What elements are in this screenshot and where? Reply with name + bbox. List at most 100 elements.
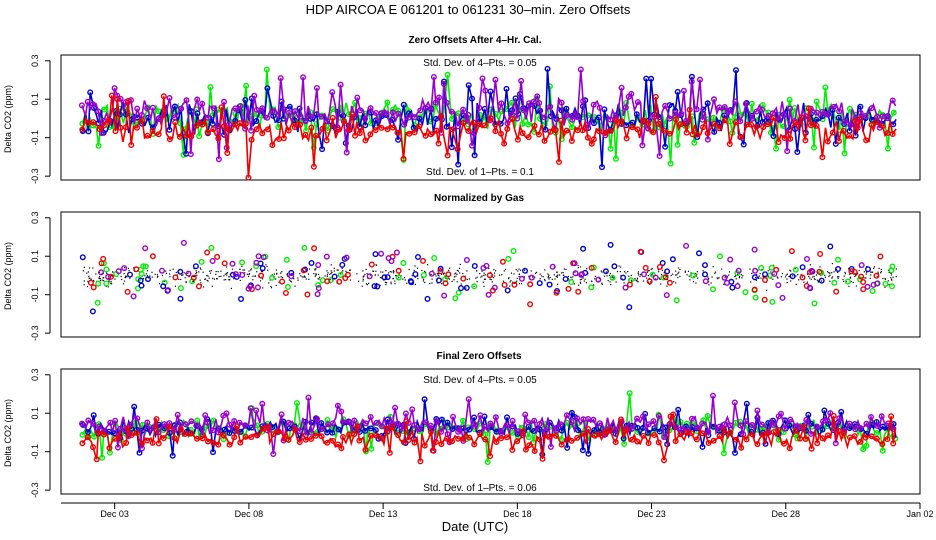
data-point: [611, 263, 618, 270]
data-point: [318, 273, 320, 275]
data-point: [190, 274, 197, 281]
data-point: [890, 277, 892, 279]
data-point: [245, 174, 252, 181]
data-point: [443, 435, 450, 442]
data-point: [591, 120, 598, 127]
data-point: [495, 270, 497, 272]
data-point: [807, 122, 814, 129]
data-point: [123, 439, 130, 446]
data-point: [185, 281, 187, 283]
data-point: [699, 443, 706, 450]
data-point: [209, 270, 211, 272]
data-point: [79, 126, 86, 133]
data-point: [776, 276, 778, 278]
x-tick-label: Dec 03: [100, 509, 129, 519]
data-point: [558, 99, 565, 106]
data-point: [315, 282, 322, 289]
data-point: [128, 141, 135, 148]
data-point: [590, 416, 597, 423]
data-point: [275, 428, 282, 435]
data-point: [696, 273, 698, 275]
data-point: [267, 269, 269, 271]
data-point: [849, 277, 851, 279]
data-point: [547, 433, 554, 440]
data-point: [101, 279, 103, 281]
data-point: [90, 412, 97, 419]
data-point: [114, 278, 116, 280]
data-point: [846, 132, 853, 139]
data-point: [704, 413, 711, 420]
data-point: [750, 281, 752, 283]
data-point: [577, 264, 579, 267]
data-point: [672, 273, 674, 275]
data-point: [155, 131, 162, 138]
data-point: [302, 436, 309, 443]
panel-1-title: Zero Offsets After 4–Hr. Cal.: [408, 35, 541, 46]
data-point: [781, 112, 788, 119]
data-point: [259, 280, 262, 282]
data-point: [231, 418, 238, 425]
data-point: [622, 284, 629, 291]
data-point: [821, 280, 823, 282]
data-point: [215, 441, 222, 448]
data-point: [651, 432, 658, 439]
panel-final-zero-offsets: Final Zero Offsets Delta CO2 (ppm) 0.30.…: [3, 351, 921, 498]
data-point: [207, 275, 209, 277]
data-point: [568, 278, 570, 280]
data-point: [499, 274, 501, 276]
data-point: [319, 125, 326, 132]
data-point: [707, 278, 709, 280]
data-point: [164, 280, 166, 282]
data-point: [398, 273, 400, 275]
y-tick-label: -0.3: [30, 168, 40, 184]
data-point: [860, 286, 867, 293]
data-point: [767, 275, 770, 277]
data-point: [324, 275, 326, 277]
data-point: [365, 268, 367, 270]
data-point: [171, 427, 178, 434]
data-point: [683, 242, 690, 249]
data-point: [626, 281, 633, 288]
data-point: [872, 271, 874, 273]
data-point: [501, 140, 508, 147]
data-point: [519, 269, 522, 271]
data-point: [764, 121, 771, 128]
data-point: [634, 279, 636, 281]
data-point: [367, 131, 374, 138]
data-point: [636, 279, 638, 281]
data-point: [383, 425, 390, 432]
data-point: [394, 280, 396, 282]
data-point: [178, 278, 180, 280]
data-point: [140, 263, 147, 270]
data-point: [580, 98, 587, 105]
data-point: [411, 439, 418, 446]
data-point: [373, 419, 380, 426]
data-point: [384, 99, 391, 106]
data-point: [552, 127, 559, 134]
data-point: [372, 270, 374, 272]
data-point: [607, 280, 609, 282]
data-point: [577, 66, 584, 73]
data-point: [568, 419, 575, 426]
data-point: [888, 267, 895, 274]
data-point: [381, 274, 388, 281]
data-point: [438, 275, 440, 277]
data-point: [634, 438, 641, 445]
data-point: [710, 114, 717, 121]
data-point: [623, 426, 630, 433]
data-point: [221, 123, 228, 130]
data-point: [505, 255, 512, 262]
data-point: [619, 271, 621, 273]
data-point: [451, 280, 453, 282]
data-point: [498, 435, 505, 442]
data-point: [758, 277, 760, 279]
series-line-red: [81, 413, 897, 462]
data-point: [716, 119, 723, 126]
data-point: [198, 271, 200, 273]
data-point: [857, 425, 864, 432]
data-point: [852, 281, 854, 284]
data-point: [863, 442, 870, 449]
data-point: [199, 121, 206, 128]
data-point: [776, 116, 783, 123]
data-point: [789, 269, 791, 271]
